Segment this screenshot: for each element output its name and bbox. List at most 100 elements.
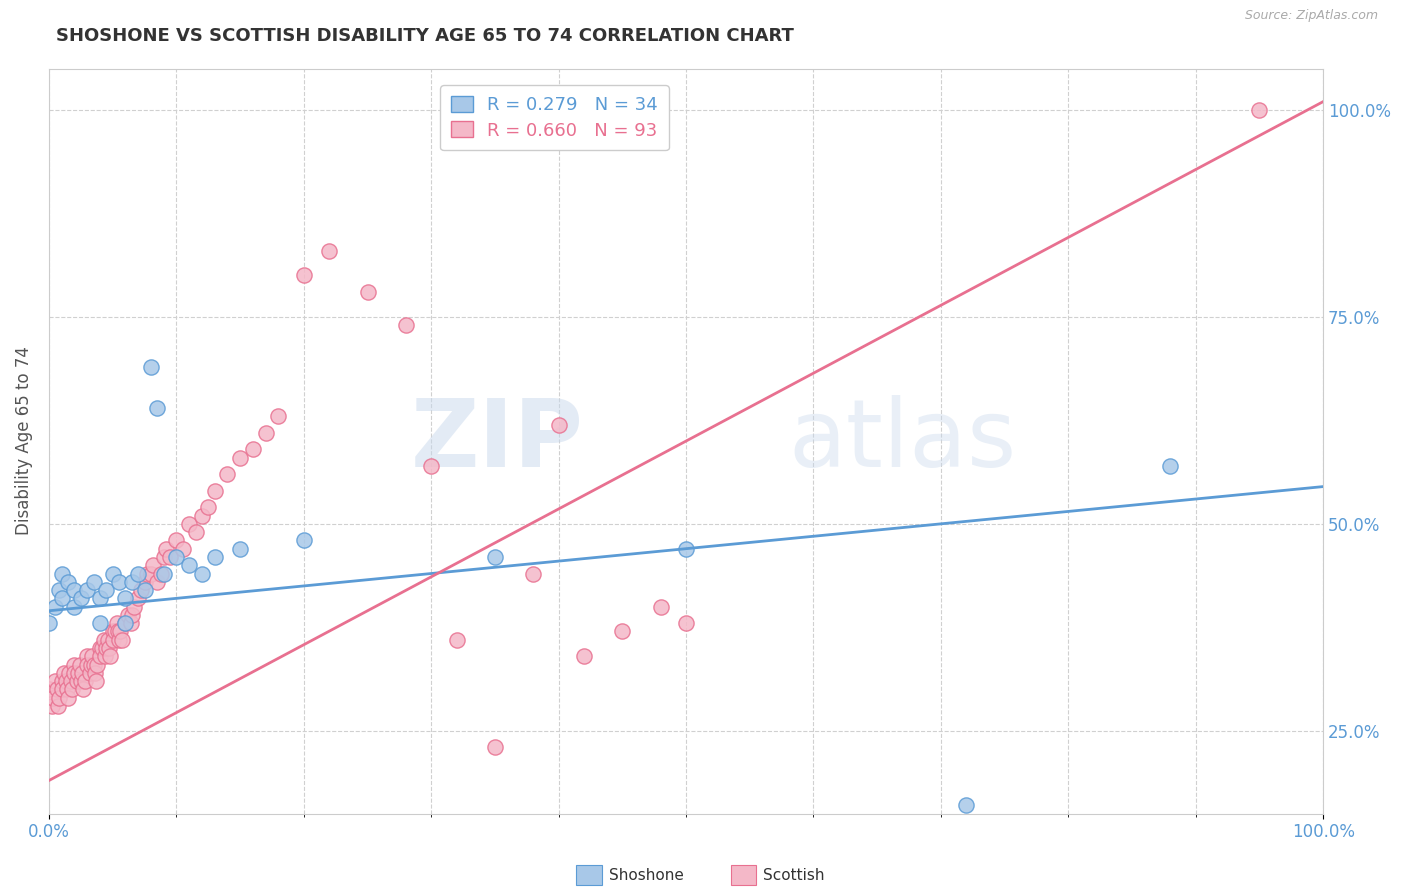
Point [108, 632, 131, 647]
Point [229, 450, 252, 465]
Point [98, 649, 121, 664]
Point [79, 665, 101, 680]
Point [547, 417, 569, 432]
Point [204, 483, 226, 498]
Text: SHOSHONE VS SCOTTISH DISABILITY AGE 65 TO 74 CORRELATION CHART: SHOSHONE VS SCOTTISH DISABILITY AGE 65 T… [56, 27, 794, 45]
Point [97, 632, 120, 647]
Point [146, 574, 169, 589]
Point [484, 740, 506, 755]
Point [44, 599, 66, 614]
Point [191, 566, 214, 581]
Point [69, 674, 91, 689]
Point [51, 566, 73, 581]
Point [124, 599, 146, 614]
Point [86, 657, 108, 672]
Point [82, 649, 104, 664]
Point [292, 268, 315, 283]
Point [67, 665, 90, 680]
Point [114, 616, 136, 631]
Point [58, 665, 80, 680]
Point [76, 657, 98, 672]
Point [55, 674, 77, 689]
Point [69, 591, 91, 606]
Point [155, 541, 177, 556]
Point [150, 566, 173, 581]
Point [134, 574, 156, 589]
Point [38, 682, 60, 697]
Point [242, 442, 264, 457]
Point [955, 798, 977, 813]
Point [191, 508, 214, 523]
Point [612, 624, 634, 639]
Point [179, 516, 201, 531]
Point [83, 665, 105, 680]
Point [89, 649, 111, 664]
Point [165, 549, 187, 564]
Point [446, 632, 468, 647]
Point [91, 640, 114, 655]
Point [318, 244, 340, 258]
Point [159, 549, 181, 564]
Point [45, 682, 67, 697]
Point [63, 599, 86, 614]
Point [89, 640, 111, 655]
Point [101, 566, 124, 581]
Point [70, 665, 93, 680]
Point [97, 640, 120, 655]
Point [105, 616, 128, 631]
Text: Source: ZipAtlas.com: Source: ZipAtlas.com [1244, 9, 1378, 22]
Point [101, 632, 124, 647]
Point [165, 533, 187, 548]
Point [114, 591, 136, 606]
Point [48, 690, 70, 705]
Point [120, 616, 142, 631]
Point [1159, 458, 1181, 473]
Point [60, 682, 83, 697]
Point [51, 682, 73, 697]
Point [59, 674, 82, 689]
Point [129, 583, 152, 598]
Point [134, 583, 156, 598]
Point [127, 591, 149, 606]
Point [44, 674, 66, 689]
Point [675, 541, 697, 556]
Point [80, 657, 103, 672]
Point [108, 574, 131, 589]
Point [107, 624, 129, 639]
Text: ZIP: ZIP [411, 395, 583, 487]
Point [53, 665, 76, 680]
Point [139, 359, 162, 374]
Point [179, 558, 201, 573]
Point [267, 409, 290, 424]
Point [152, 566, 174, 581]
Point [172, 541, 194, 556]
Point [484, 549, 506, 564]
Point [217, 467, 239, 482]
Point [51, 674, 73, 689]
Point [56, 690, 79, 705]
Point [76, 649, 98, 664]
Point [101, 624, 124, 639]
Point [356, 285, 378, 299]
Point [63, 583, 86, 598]
Point [572, 649, 595, 664]
Point [93, 632, 115, 647]
Point [41, 698, 63, 713]
Point [89, 591, 111, 606]
Point [51, 591, 73, 606]
Point [63, 657, 86, 672]
Point [121, 607, 143, 622]
Point [420, 458, 443, 473]
Point [84, 674, 107, 689]
Text: atlas: atlas [787, 395, 1017, 487]
Point [197, 500, 219, 515]
Point [121, 574, 143, 589]
Point [94, 649, 117, 664]
Point [73, 674, 96, 689]
Point [56, 682, 79, 697]
Point [522, 566, 544, 581]
Point [66, 674, 89, 689]
Point [76, 583, 98, 598]
Legend: R = 0.279   N = 34, R = 0.660   N = 93: R = 0.279 N = 34, R = 0.660 N = 93 [440, 85, 669, 151]
Point [146, 401, 169, 415]
